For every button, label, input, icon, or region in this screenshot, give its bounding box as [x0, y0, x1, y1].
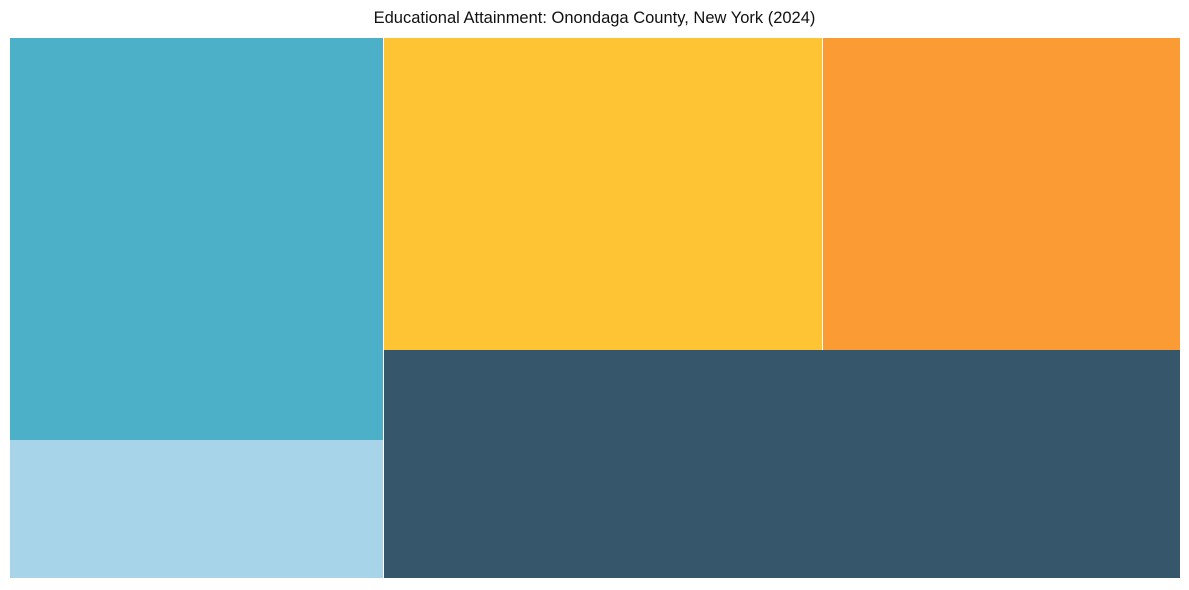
- treemap-tile-5[interactable]: [384, 350, 1180, 578]
- treemap-plot-area: [10, 38, 1180, 578]
- chart-title: Educational Attainment: Onondaga County,…: [373, 9, 816, 27]
- treemap-tile-2[interactable]: [10, 440, 383, 578]
- treemap-tile-3[interactable]: [384, 38, 822, 350]
- treemap-tile-4[interactable]: [823, 38, 1180, 350]
- treemap-tile-1[interactable]: [10, 38, 383, 440]
